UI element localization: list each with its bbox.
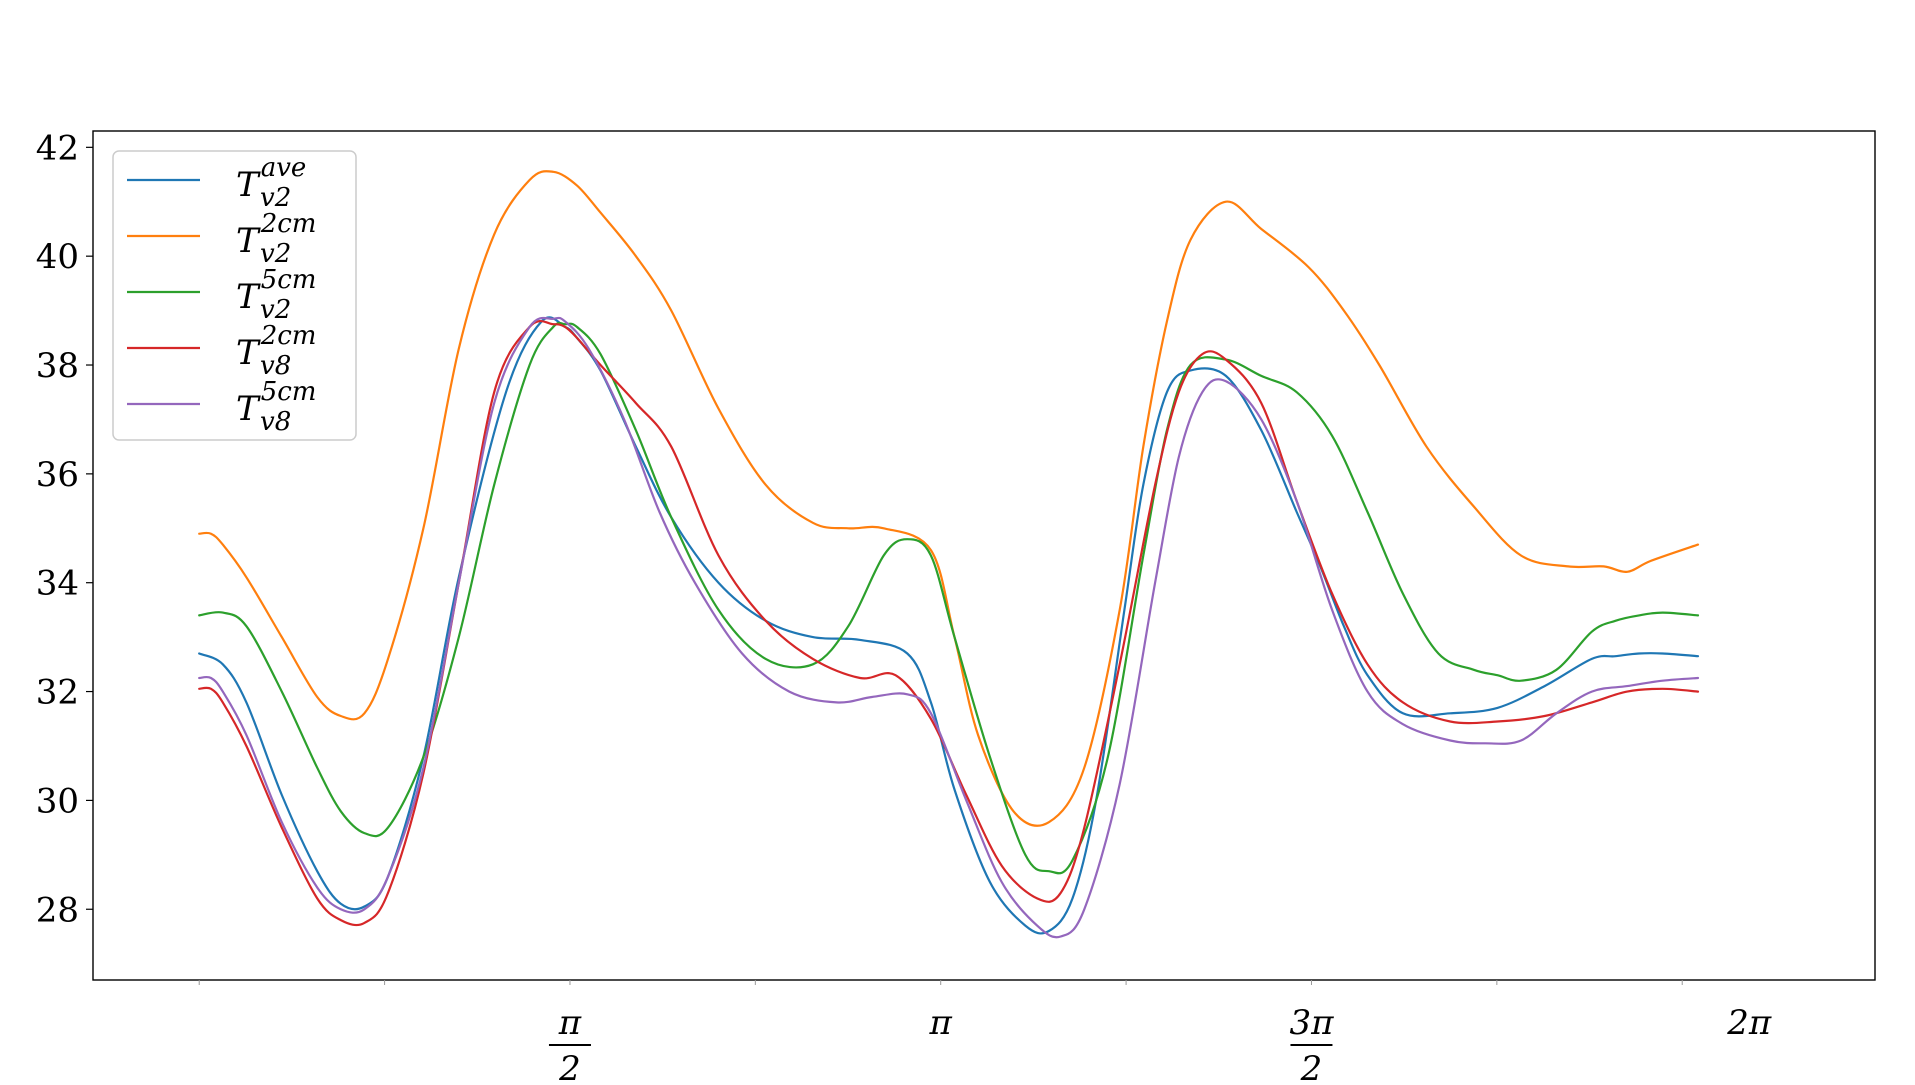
y-tick-label: 30	[36, 781, 79, 821]
legend-entry-label: T5cm v8	[236, 377, 316, 437]
x-tick-label: 2π	[1726, 1003, 1772, 1043]
y-axis: 28 30 32 34 36 38 40 42	[36, 128, 93, 930]
series-line-v2-ave	[198, 316, 1700, 935]
series-line-v8-5cm	[198, 316, 1700, 939]
y-tick-label: 28	[36, 890, 79, 930]
x-tick-numerator: π	[558, 1003, 582, 1043]
legend-entry-label: T2cm v8	[236, 321, 316, 381]
x-tick-denominator: 2	[558, 1049, 581, 1085]
series-line-v2-5cm	[198, 321, 1700, 875]
y-tick-label: 34	[36, 564, 79, 604]
series-layer	[198, 170, 1700, 939]
legend-box	[112, 150, 357, 441]
plot-frame	[92, 130, 1876, 981]
x-tick-value: 2π	[1726, 1003, 1772, 1043]
series-line-v8-2cm	[198, 319, 1700, 927]
x-tick-value: π	[929, 1003, 953, 1043]
x-tick-label: π	[929, 1003, 953, 1043]
y-tick-label: 32	[36, 673, 79, 713]
y-tick-label: 38	[36, 346, 79, 386]
y-tick-label: 40	[36, 237, 79, 277]
series-line-v2-2cm	[198, 170, 1700, 827]
legend-entry-label: T2cm v2	[236, 209, 316, 269]
x-tick-label: 3π2	[1289, 1003, 1334, 1085]
x-tick-label: π2	[548, 1003, 591, 1085]
x-tick-numerator: 3π	[1289, 1003, 1334, 1043]
y-tick-label: 36	[36, 455, 79, 495]
x-tick-denominator: 2	[1300, 1049, 1323, 1085]
legend-entry-label: T5cm v2	[236, 265, 316, 325]
legend-entry-label: Tave v2	[236, 153, 306, 213]
y-tick-label: 42	[36, 128, 79, 168]
